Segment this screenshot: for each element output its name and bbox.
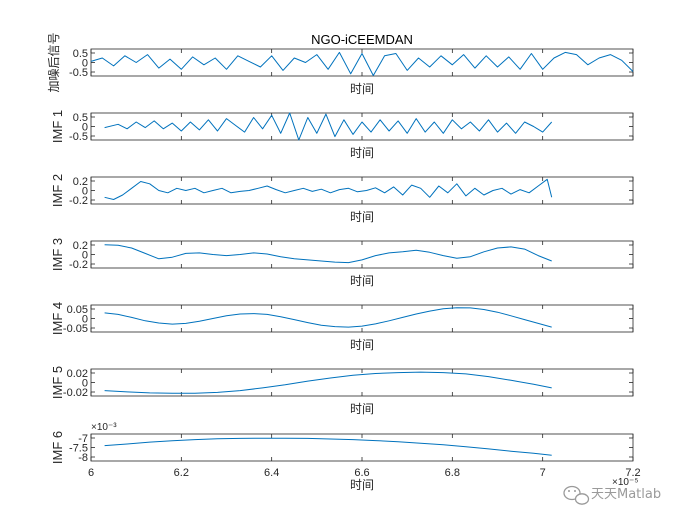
axes-box bbox=[90, 368, 634, 397]
chart-title: NGO-iCEEMDAN bbox=[311, 32, 413, 47]
y-tick-label: 0 bbox=[82, 378, 88, 390]
x-tick-label: 7.2 bbox=[625, 467, 640, 479]
y-tick-label: 0.5 bbox=[73, 112, 88, 124]
axes-box bbox=[90, 112, 634, 141]
axes-box bbox=[90, 176, 634, 205]
series-line bbox=[104, 244, 552, 264]
y-tick-label: 0.2 bbox=[73, 240, 88, 252]
x-exponent-label: ×10⁻⁵ bbox=[612, 477, 638, 488]
x-tick-label: 6.8 bbox=[445, 467, 460, 479]
x-axis-label: 时间 bbox=[350, 274, 374, 288]
y-tick-label: -0.5 bbox=[69, 131, 88, 143]
y-axis-label: 加噪后信号 bbox=[47, 32, 61, 92]
y-axis-label: IMF 1 bbox=[50, 110, 65, 143]
x-axis-label: 时间 bbox=[350, 402, 374, 416]
y-tick-label: 0.2 bbox=[73, 176, 88, 188]
y-axis-label: IMF 6 bbox=[50, 431, 65, 464]
x-axis-label: 时间 bbox=[350, 146, 374, 160]
y-tick-label: -0.05 bbox=[63, 323, 88, 335]
series-line bbox=[104, 112, 553, 141]
y-tick-label: 0 bbox=[82, 122, 88, 134]
series-line bbox=[104, 178, 553, 200]
watermark: 天天Matlab bbox=[563, 485, 661, 505]
x-tick-label: 6 bbox=[88, 467, 94, 479]
y-tick-label: -0.2 bbox=[69, 195, 88, 207]
y-axis-label: IMF 5 bbox=[50, 366, 65, 399]
y-tick-label: 0.02 bbox=[67, 368, 88, 380]
series-line bbox=[104, 437, 552, 456]
x-axis-label: 时间 bbox=[350, 210, 374, 224]
x-tick-label: 6.4 bbox=[264, 467, 279, 479]
subplot-3: 0.20-0.2 IMF 2 时间 bbox=[50, 174, 634, 224]
y-tick-label: -0.02 bbox=[63, 387, 88, 399]
y-tick-label: 0 bbox=[82, 250, 88, 262]
subplot-1: 0.50-0.5 加噪后信号时间 bbox=[47, 32, 634, 96]
wechat-icon bbox=[563, 485, 590, 505]
axes-box bbox=[90, 304, 634, 333]
series-line bbox=[90, 51, 634, 76]
y-tick-label: -0.2 bbox=[69, 259, 88, 271]
x-tick-label: 6.6 bbox=[354, 467, 369, 479]
x-axis-label: 时间 bbox=[350, 478, 374, 492]
x-tick-label: 6.2 bbox=[174, 467, 189, 479]
subplot-4: 0.20-0.2 IMF 3 时间 bbox=[50, 238, 634, 288]
y-tick-label: 0.05 bbox=[67, 304, 88, 316]
y-axis-label: IMF 4 bbox=[50, 302, 65, 335]
y-tick-label: 0 bbox=[82, 314, 88, 326]
axes-box bbox=[90, 433, 634, 462]
watermark-text: 天天Matlab bbox=[591, 487, 661, 502]
y-tick-label: -7.5 bbox=[69, 443, 88, 455]
x-axis-label: 时间 bbox=[350, 338, 374, 352]
x-axis-label: 时间 bbox=[350, 82, 374, 96]
y-axis-label: IMF 3 bbox=[50, 238, 65, 271]
y-tick-label: -7 bbox=[78, 433, 88, 445]
subplot-2: 0.50-0.5 IMF 1 时间 bbox=[50, 110, 634, 160]
y-tick-label: 0 bbox=[82, 58, 88, 70]
y-tick-label: 0 bbox=[82, 186, 88, 198]
series-line bbox=[104, 371, 552, 394]
subplot-7: -7-7.5-8 IMF 6 ×10⁻³ 6 6.2 6.4 6.6 6.8 7 7.2×10⁻⁵… bbox=[50, 422, 641, 492]
y-tick-label: 0.5 bbox=[73, 48, 88, 60]
y-tick-label: -0.5 bbox=[69, 67, 88, 79]
y-axis-label: IMF 2 bbox=[50, 174, 65, 207]
x-tick-label: 7 bbox=[540, 467, 546, 479]
y-exponent-label: ×10⁻³ bbox=[91, 422, 117, 433]
y-tick-label: -8 bbox=[78, 452, 88, 464]
axes-box bbox=[90, 240, 634, 269]
series-line bbox=[104, 307, 552, 328]
